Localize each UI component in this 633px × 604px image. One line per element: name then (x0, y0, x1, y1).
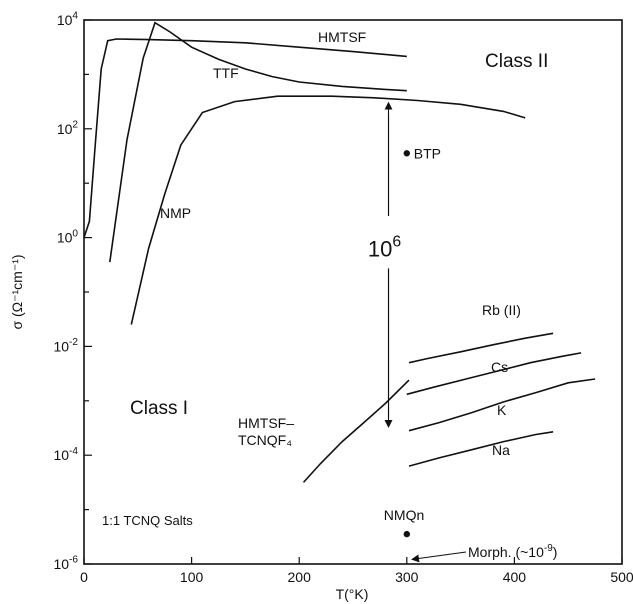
series-line (109, 21, 407, 263)
series-label: TTF (213, 65, 239, 81)
series-layer: HMTSF TTF NMP HMTSF–TCNQF₄ Rb (II) Cs K Na (83, 21, 596, 483)
series-line (130, 95, 526, 325)
point-label: NMQn (384, 507, 424, 523)
x-tick-label: 400 (503, 569, 527, 585)
series-line (406, 352, 582, 396)
series-label: Rb (II) (482, 302, 521, 318)
y-tick-label: 102 (57, 120, 79, 137)
y-tick-label: 10-6 (53, 555, 78, 572)
range-label: 106 (368, 234, 401, 262)
y-tick-label: 10-4 (53, 446, 78, 463)
series-label: TCNQF₄ (238, 432, 292, 448)
x-tick-label: 0 (80, 569, 88, 585)
salts-label: 1:1 TCNQ Salts (102, 513, 193, 528)
y-axis-label: σ (Ω⁻¹cm⁻¹) (9, 254, 25, 329)
point-label: BTP (414, 145, 441, 161)
points-layer: BTP NMQn (384, 145, 441, 538)
series-line (408, 378, 596, 432)
x-tick-label: 200 (288, 569, 312, 585)
series-label: Cs (491, 359, 508, 375)
morph-label: Morph. (~10-9) (468, 543, 557, 560)
series-label: Na (492, 442, 510, 458)
class-i-label: Class I (130, 398, 188, 419)
x-tick-label: 100 (180, 569, 204, 585)
x-tick-label: 500 (610, 569, 633, 585)
x-tick-label: 300 (395, 569, 419, 585)
series-label: NMP (160, 205, 191, 221)
data-point (403, 150, 410, 157)
series-label: HMTSF (318, 29, 366, 45)
series-line (408, 431, 554, 467)
class-ii-label: Class II (485, 51, 548, 72)
series-label: HMTSF– (238, 415, 294, 431)
plot-frame (83, 19, 623, 565)
arrow-label-backing (366, 236, 411, 269)
y-axis-ticks: 104 102 100 10-2 10-4 10-6 (53, 11, 92, 572)
series-line (83, 38, 407, 238)
series-label: K (497, 402, 507, 418)
annotation-layer: 106 Class II Class I 1:1 TCNQ Salts Morph. (… (102, 51, 557, 563)
y-tick-label: 104 (57, 11, 79, 28)
data-point (403, 530, 410, 538)
series-line (302, 379, 410, 483)
x-axis-ticks: 0 100 200 300 400 500 (80, 557, 633, 585)
series-line (408, 332, 554, 364)
morph-arrow (411, 551, 467, 563)
y-tick-label: 100 (57, 228, 79, 245)
y-tick-label: 10-2 (53, 337, 78, 354)
x-axis-label: T(°K) (336, 586, 369, 602)
